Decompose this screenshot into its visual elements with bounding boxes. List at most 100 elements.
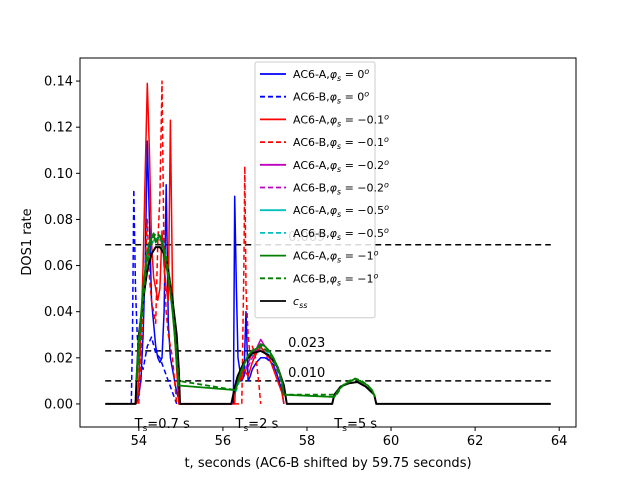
legend-entry-b05: AC6-B,φs = −0.5o — [293, 226, 389, 242]
annotations: Ts=0.7 s Ts=2 s Ts=5 s — [134, 417, 378, 434]
legend-phi-sub: s — [337, 188, 341, 197]
series-line-b0 — [130, 188, 178, 405]
y-axis-ticks: 0.00 0.02 0.04 0.06 0.08 0.10 0.12 0.14 — [44, 75, 80, 412]
legend-label-pre: AC6-A, — [293, 204, 330, 217]
legend-css-sub: ss — [299, 301, 307, 310]
ts-annotation-sub: s — [143, 424, 148, 434]
legend-phi: φ — [330, 272, 338, 285]
y-tick-label: 0.14 — [44, 75, 73, 90]
legend-entry-a05: AC6-A,φs = −0.5o — [293, 203, 389, 219]
legend-phi-value: −0.5 — [357, 204, 384, 217]
ts-annotation: Ts=5 s — [333, 417, 377, 434]
ts-annotation-value: =5 s — [347, 417, 377, 432]
legend-label-pre: AC6-B, — [293, 272, 330, 285]
legend-label-pre: AC6-B, — [293, 227, 330, 240]
y-tick-label: 0.12 — [44, 121, 73, 136]
legend-entry-a01: AC6-A,φs = −0.1o — [293, 112, 389, 128]
series-line-a1 — [135, 232, 376, 398]
legend-phi: φ — [330, 227, 338, 240]
legend-phi-sub: s — [337, 119, 341, 128]
ts-annotation-value: =2 s — [248, 417, 278, 432]
legend-phi-value: −1 — [357, 272, 373, 285]
legend-phi-value: −0.5 — [357, 227, 384, 240]
legend-phi: φ — [330, 113, 338, 126]
legend-degree: o — [374, 249, 379, 258]
legend-phi-value: −0.1 — [357, 113, 384, 126]
y-tick-label: 0.04 — [44, 305, 73, 320]
legend-phi-value: −0.1 — [357, 136, 384, 149]
legend-entry-a1: AC6-A,φs = −1o — [293, 249, 379, 265]
legend-equals: = — [341, 227, 357, 240]
legend-box — [254, 61, 376, 319]
legend-degree: o — [364, 90, 369, 99]
legend-phi-sub: s — [337, 142, 341, 151]
legend-phi: φ — [330, 204, 338, 217]
legend-label-pre: AC6-A, — [293, 68, 330, 81]
legend-degree: o — [384, 135, 389, 144]
legend-degree: o — [374, 271, 379, 280]
legend-phi-value: −0.2 — [357, 159, 384, 172]
legend-equals: = — [341, 182, 357, 195]
legend-equals: = — [341, 272, 357, 285]
legend-equals: = — [341, 250, 357, 263]
series-line-b02 — [247, 343, 270, 368]
legend-entry-css: css — [293, 295, 307, 310]
legend-label-pre: AC6-A, — [293, 159, 330, 172]
y-tick-label: 0.02 — [44, 351, 73, 366]
x-tick-label: 58 — [299, 434, 316, 449]
x-tick-label: 60 — [383, 434, 400, 449]
legend-phi-sub: s — [337, 210, 341, 219]
legend-equals: = — [341, 91, 357, 104]
legend-phi-value: 0 — [357, 91, 364, 104]
legend-phi-value: 0 — [357, 68, 364, 81]
legend-degree: o — [384, 226, 389, 235]
legend-entry-b02: AC6-B,φs = −0.2o — [293, 181, 389, 197]
legend-entry-a02: AC6-A,φs = −0.2o — [293, 158, 389, 174]
legend-degree: o — [384, 181, 389, 190]
legend-phi-sub: s — [337, 74, 341, 83]
y-axis-label: DOS1 rate — [20, 208, 35, 275]
legend-phi-value: −1 — [357, 250, 373, 263]
threshold-label: 0.023 — [288, 336, 325, 351]
legend-degree: o — [384, 112, 389, 121]
legend-equals: = — [341, 68, 357, 81]
plot-frame — [79, 57, 577, 428]
y-tick-label: 0.08 — [44, 213, 73, 228]
legend-degree: o — [384, 203, 389, 212]
legend-equals: = — [341, 159, 357, 172]
legend-phi-sub: s — [337, 165, 341, 174]
legend-phi-sub: s — [337, 278, 341, 287]
legend-label-pre: AC6-B, — [293, 91, 330, 104]
ts-annotation-t: T — [333, 417, 342, 432]
x-tick-label: 56 — [215, 434, 232, 449]
legend-phi-sub: s — [337, 256, 341, 265]
legend-phi: φ — [330, 136, 338, 149]
legend-phi: φ — [330, 250, 338, 263]
legend-equals: = — [341, 113, 357, 126]
legend-entry-b0: AC6-B,φs = 0o — [293, 90, 369, 106]
legend-entry-b1: AC6-B,φs = −1o — [293, 271, 379, 287]
legend-phi: φ — [330, 182, 338, 195]
legend-label-pre: AC6-A, — [293, 113, 330, 126]
x-axis-ticks: 54 56 58 60 62 64 — [131, 427, 568, 449]
ts-annotation-t: T — [134, 417, 143, 432]
legend-label-pre: AC6-B, — [293, 182, 330, 195]
legend-degree: o — [384, 158, 389, 167]
legend-phi: φ — [330, 91, 338, 104]
ts-annotation-sub: s — [243, 424, 248, 434]
x-tick-label: 62 — [467, 434, 484, 449]
x-tick-label: 64 — [551, 434, 568, 449]
legend-label-pre: AC6-B, — [293, 136, 330, 149]
x-axis-label: t, seconds (AC6-B shifted by 59.75 secon… — [184, 456, 471, 471]
y-tick-label: 0.10 — [44, 167, 73, 182]
legend-css-c: c — [293, 295, 299, 308]
ts-annotation-sub: s — [342, 424, 347, 434]
y-tick-label: 0.00 — [44, 397, 73, 412]
ts-annotation: Ts=2 s — [235, 417, 279, 434]
legend-label-pre: AC6-A, — [293, 250, 330, 263]
legend-equals: = — [341, 136, 357, 149]
legend-equals: = — [341, 204, 357, 217]
ts-annotation: Ts=0.7 s — [134, 417, 190, 434]
